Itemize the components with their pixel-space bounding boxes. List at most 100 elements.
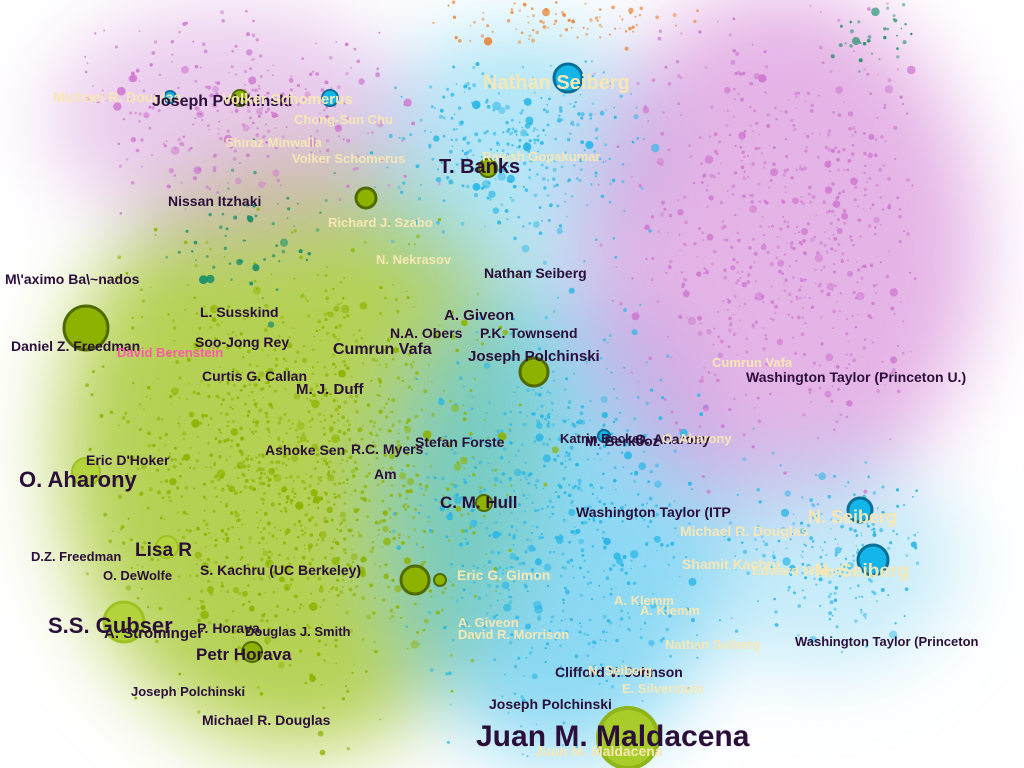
network-node [473,457,476,460]
network-node [887,78,892,83]
network-node [358,329,361,332]
network-node [164,479,169,484]
network-node [515,28,518,30]
network-node [304,91,311,98]
network-node [809,635,817,644]
network-node [248,383,252,386]
author-label: O. Aharony [662,431,732,446]
network-node [867,35,872,39]
network-node [259,387,263,391]
network-node [883,27,887,31]
network-node [904,23,907,26]
network-node [483,362,491,369]
network-node [864,616,867,620]
network-node [320,683,323,686]
network-node [221,212,225,216]
network-node [875,183,879,187]
network-node [599,639,602,641]
network-node [720,424,725,429]
network-node [787,221,790,224]
network-node [595,136,599,140]
network-node [117,86,126,96]
network-node [613,515,616,518]
network-node [802,413,806,417]
network-node [740,541,744,544]
network-node [555,336,558,339]
network-node [239,426,243,430]
network-node [662,111,665,114]
network-node [267,367,274,375]
network-node [159,516,163,520]
network-node [590,183,593,186]
network-node [92,370,95,374]
network-node [307,314,311,318]
network-node [303,544,306,547]
network-node [798,240,802,245]
network-node [472,83,477,88]
network-node [776,245,781,249]
network-node [140,463,147,470]
network-node [846,400,853,407]
network-node [546,424,550,428]
network-node [841,212,849,220]
network-node [281,135,285,139]
network-node [225,555,229,560]
network-node [283,506,287,511]
network-node [828,571,831,574]
network-node [800,554,802,557]
network-node [344,628,347,631]
network-node [568,457,572,462]
network-node [792,129,795,132]
network-node [377,528,380,531]
network-node [397,419,402,424]
network-node [730,245,734,249]
network-node [244,239,247,242]
network-node [231,50,234,53]
network-node [216,346,220,350]
network-node [132,381,135,385]
network-node [790,118,794,123]
network-node [301,533,305,537]
network-node [764,333,768,337]
network-node [329,476,332,479]
network-node [513,129,518,134]
network-node [495,567,500,572]
network-node [909,271,912,274]
network-node [828,170,832,173]
network-node [324,643,327,646]
network-node [460,456,468,465]
network-node [212,509,216,513]
network-node [173,339,176,342]
author-label: Edward Witten [752,563,843,578]
network-node [571,422,576,427]
network-node [766,250,770,254]
network-node [140,545,144,550]
network-node [894,622,897,625]
network-node [255,108,263,115]
network-node [734,555,737,557]
network-node [266,419,270,424]
network-node [883,106,886,110]
network-node [155,639,159,644]
network-node [591,492,595,496]
network-node [688,577,697,586]
network-node [544,134,547,136]
network-node [866,181,869,184]
network-node [339,280,343,284]
network-node [509,131,513,136]
network-node [648,356,653,361]
network-node [873,530,876,534]
network-node [829,70,833,73]
network-node [344,551,348,555]
network-node [753,73,761,80]
network-node [361,362,365,365]
network-node [822,200,826,204]
network-node [344,42,349,47]
network-node [211,317,217,323]
network-node [531,673,538,680]
network-node [389,608,394,613]
network-node [571,565,574,568]
network-node [336,603,339,606]
network-node [842,565,846,568]
network-node [165,255,169,259]
